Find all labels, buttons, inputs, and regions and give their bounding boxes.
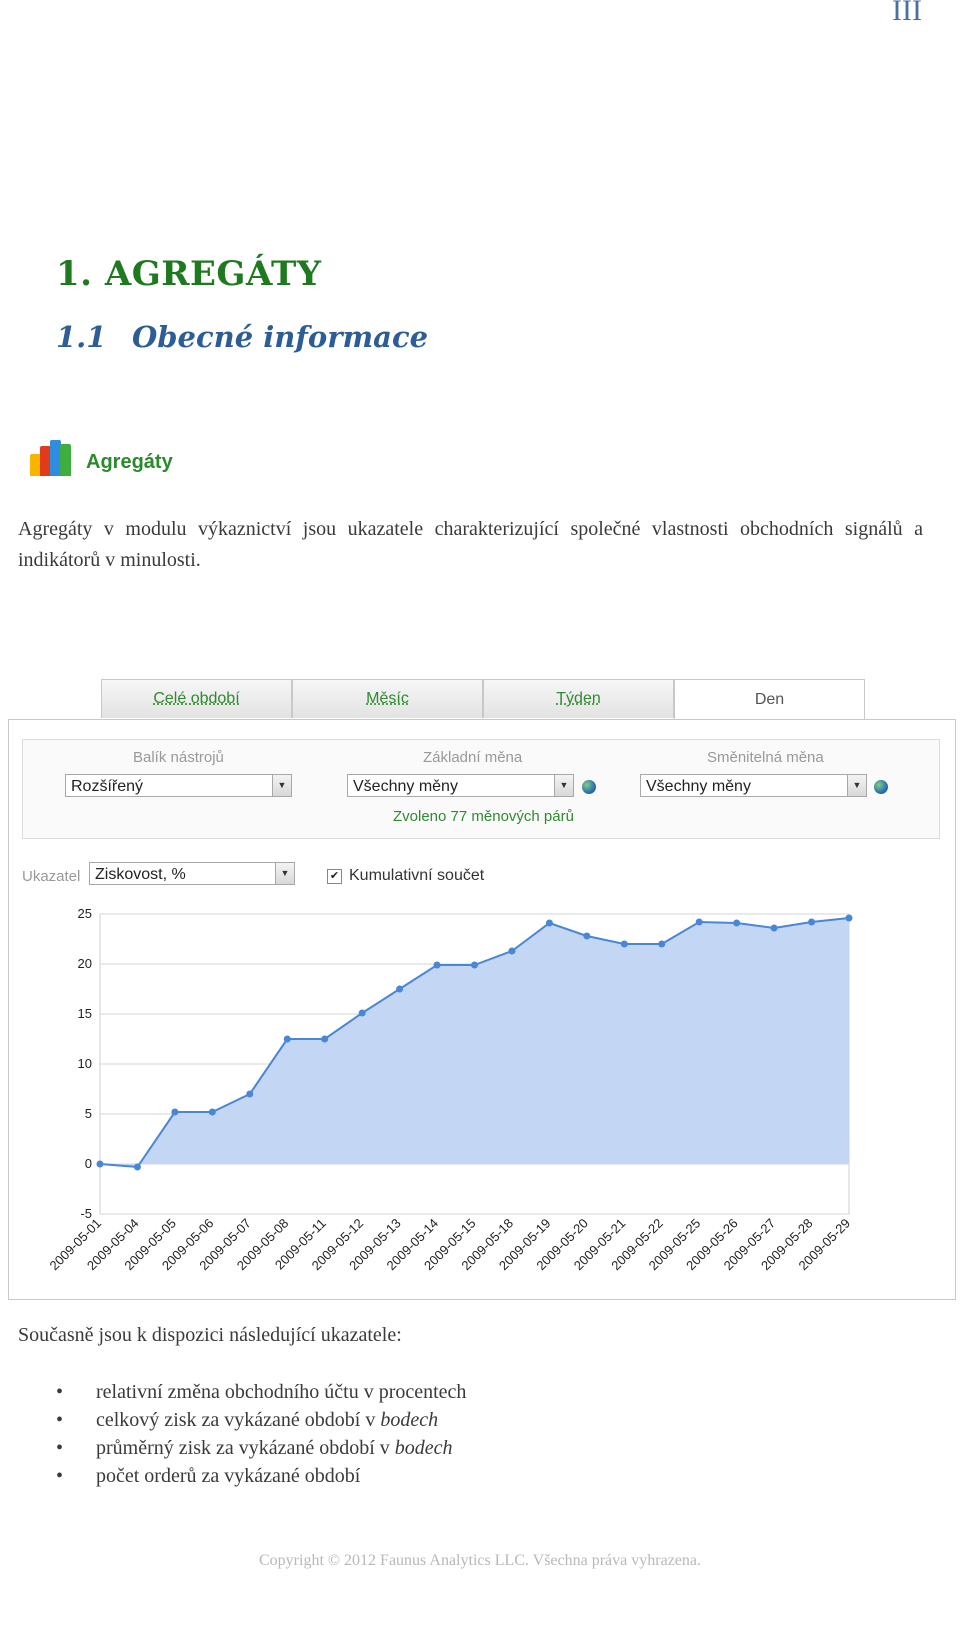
toolbox-select[interactable]: Rozšířený ▼ — [65, 774, 292, 797]
agregaty-logo: Agregáty — [30, 434, 173, 478]
toolbox-label: Balík nástrojů — [133, 749, 224, 766]
logo-bar — [40, 446, 51, 476]
list-item: celkový zisk za vykázané období v bodech — [56, 1406, 466, 1434]
data-point — [396, 985, 404, 993]
data-point — [733, 919, 741, 927]
logo-label: Agregáty — [86, 451, 173, 473]
tab-whole-period[interactable]: Celé období — [101, 679, 292, 718]
list-item-text: počet orderů za vykázané období — [96, 1465, 361, 1487]
tab-label[interactable]: Celé období — [153, 690, 240, 707]
y-tick-label: 25 — [78, 906, 92, 921]
heading-1: 1. AGREGÁTY — [56, 254, 322, 294]
tab-label[interactable]: Týden — [556, 690, 601, 707]
logo-bar — [60, 444, 71, 476]
logo-bar — [50, 440, 61, 476]
data-point — [471, 961, 478, 969]
y-tick-label: 0 — [85, 1156, 92, 1171]
list-item-text: celkový zisk za vykázané období v — [96, 1409, 381, 1431]
quote-currency-select[interactable]: Všechny měny ▼ — [640, 774, 867, 797]
logo-bar — [30, 454, 41, 476]
indicators-intro: Současně jsou k dispozici následující uk… — [18, 1324, 402, 1346]
data-point — [321, 1035, 329, 1043]
base-currency-select[interactable]: Všechny měny ▼ — [347, 774, 574, 797]
list-item: průměrný zisk za vykázané období v bodec… — [56, 1434, 466, 1462]
page-number: III — [892, 0, 922, 27]
cumulative-label: Kumulativní součet — [349, 867, 485, 884]
data-point — [358, 1009, 366, 1017]
tab-label[interactable]: Měsíc — [366, 690, 409, 707]
list-item-emphasis: bodech — [394, 1437, 453, 1459]
data-point — [845, 914, 853, 922]
data-point — [171, 1108, 179, 1116]
data-point — [583, 932, 591, 940]
list-item-text: relativní změna obchodního účtu v procen… — [96, 1381, 467, 1403]
list-item-text: průměrný zisk za vykázané období v — [96, 1437, 395, 1459]
tab-month[interactable]: Měsíc — [292, 679, 483, 718]
base-currency-value: Všechny měny — [353, 778, 458, 795]
bar-chart-icon — [30, 438, 74, 478]
dropdown-arrow-icon[interactable]: ▼ — [554, 775, 573, 796]
report-panel: Balík nástrojů Rozšířený ▼ Základní měna… — [8, 719, 956, 1300]
data-point — [133, 1163, 141, 1171]
y-tick-label: 15 — [78, 1006, 92, 1021]
data-point — [545, 919, 553, 927]
quote-currency-label: Směnitelná měna — [707, 749, 824, 766]
y-tick-label: 20 — [78, 956, 92, 971]
y-tick-label: 10 — [78, 1056, 92, 1071]
intro-paragraph: Agregáty v modulu výkaznictví jsou ukaza… — [18, 518, 923, 571]
data-point — [246, 1090, 254, 1098]
dropdown-arrow-icon[interactable]: ▼ — [847, 775, 866, 796]
base-currency-label: Základní měna — [423, 749, 523, 766]
copyright-footer: Copyright © 2012 Faunus Analytics LLC. V… — [259, 1552, 701, 1569]
indicator-select[interactable]: Ziskovost, % ▼ — [89, 862, 295, 885]
data-point — [658, 940, 666, 948]
series-area — [100, 918, 849, 1167]
data-point — [208, 1108, 216, 1116]
globe-icon[interactable] — [874, 780, 888, 794]
list-item: relativní změna obchodního účtu v procen… — [56, 1378, 466, 1406]
globe-icon[interactable] — [582, 780, 596, 794]
heading-2-title: Obecné informace — [132, 320, 429, 354]
data-point — [433, 961, 441, 969]
tab-label: Den — [754, 691, 785, 708]
data-point — [695, 918, 703, 926]
period-tabs: Celé období Měsíc Týden Den — [101, 679, 865, 720]
data-point — [283, 1035, 291, 1043]
list-item: počet orderů za vykázané období — [56, 1462, 466, 1490]
dropdown-arrow-icon[interactable]: ▼ — [272, 775, 291, 796]
indicator-list: relativní změna obchodního účtu v procen… — [56, 1378, 466, 1490]
profit-chart: 2520151050-52009-05-012009-05-042009-05-… — [46, 906, 853, 1273]
dropdown-arrow-icon[interactable]: ▼ — [275, 863, 294, 884]
y-tick-label: -5 — [80, 1206, 92, 1221]
filter-box: Balík nástrojů Rozšířený ▼ Základní měna… — [22, 739, 940, 839]
selected-pairs-link[interactable]: Zvoleno 77 měnových párů — [393, 808, 574, 825]
indicator-value: Ziskovost, % — [95, 866, 186, 883]
data-point — [508, 947, 516, 955]
tab-week[interactable]: Týden — [483, 679, 674, 718]
heading-2: 1.1 Obecné informace — [56, 320, 428, 354]
quote-currency-value: Všechny měny — [646, 778, 751, 795]
data-point — [96, 1160, 104, 1168]
cumulative-checkbox[interactable]: ✔ — [327, 869, 342, 884]
heading-2-number: 1.1 — [56, 320, 107, 354]
toolbox-value: Rozšířený — [71, 778, 144, 795]
y-tick-label: 5 — [85, 1106, 92, 1121]
tab-day[interactable]: Den — [674, 679, 865, 720]
data-point — [770, 924, 778, 932]
report-screenshot: Celé období Měsíc Týden Den Balík nástro… — [8, 679, 956, 1300]
list-item-emphasis: bodech — [380, 1409, 439, 1431]
data-point — [808, 918, 816, 926]
data-point — [620, 940, 628, 948]
indicator-label: Ukazatel — [22, 868, 81, 885]
